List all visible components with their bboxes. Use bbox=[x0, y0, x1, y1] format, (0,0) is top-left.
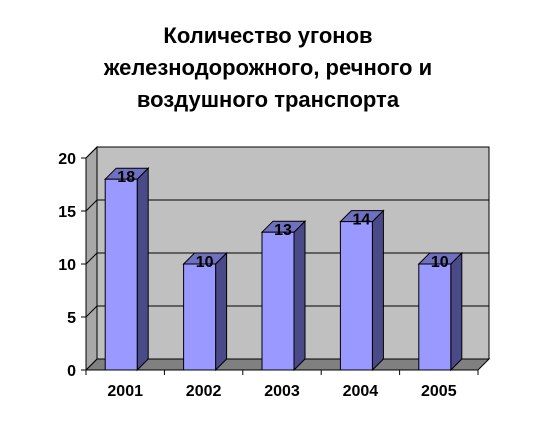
data-labels: 18 10 13 14 10 bbox=[117, 169, 448, 271]
y-tick-label: 10 bbox=[58, 257, 76, 274]
y-tick-label: 0 bbox=[67, 363, 76, 380]
bar-front bbox=[104, 178, 138, 371]
bar-front bbox=[339, 221, 373, 371]
bar-2004 bbox=[339, 209, 385, 372]
data-label: 10 bbox=[196, 254, 214, 271]
data-label: 18 bbox=[117, 169, 135, 186]
bar-front bbox=[418, 263, 452, 371]
data-label: 10 bbox=[431, 254, 449, 271]
x-tick-label: 2003 bbox=[264, 383, 300, 400]
chart-title-line-2: железнодорожного, речного и bbox=[103, 55, 432, 80]
y-axis-ticks: 0 5 10 15 20 bbox=[58, 151, 86, 380]
bars bbox=[103, 166, 464, 372]
bar-2003 bbox=[260, 219, 307, 372]
y-tick-label: 5 bbox=[67, 310, 76, 327]
gridline-side bbox=[85, 305, 98, 318]
x-tick-label: 2001 bbox=[107, 383, 143, 400]
gridline-side bbox=[85, 199, 98, 212]
gridline-side bbox=[85, 252, 98, 265]
bar-front bbox=[261, 231, 295, 371]
x-tick-label: 2005 bbox=[421, 383, 457, 400]
chart-title-line-1: Количество угонов bbox=[163, 23, 372, 48]
y-tick-label: 15 bbox=[58, 204, 76, 221]
y-tick-label: 20 bbox=[58, 151, 76, 168]
bar-2002 bbox=[182, 251, 228, 372]
bar-side bbox=[136, 166, 149, 372]
gridline-side bbox=[85, 146, 98, 159]
x-axis-ticks: 2001 2002 2003 2004 2005 bbox=[85, 370, 479, 400]
x-tick-label: 2002 bbox=[186, 383, 222, 400]
bar-2001 bbox=[103, 166, 150, 372]
bar-front bbox=[183, 263, 217, 371]
chart-title-line-3: воздушного транспорта bbox=[137, 87, 400, 112]
x-tick-label: 2004 bbox=[343, 383, 379, 400]
bar-side bbox=[371, 209, 384, 372]
data-label: 14 bbox=[353, 212, 371, 229]
bar-side bbox=[450, 251, 463, 372]
bar-side bbox=[293, 219, 306, 372]
data-label: 13 bbox=[274, 222, 292, 239]
bar-2005 bbox=[417, 251, 464, 372]
chart-title: Количество угонов железнодорожного, речн… bbox=[103, 23, 432, 112]
bar-side bbox=[215, 251, 228, 372]
